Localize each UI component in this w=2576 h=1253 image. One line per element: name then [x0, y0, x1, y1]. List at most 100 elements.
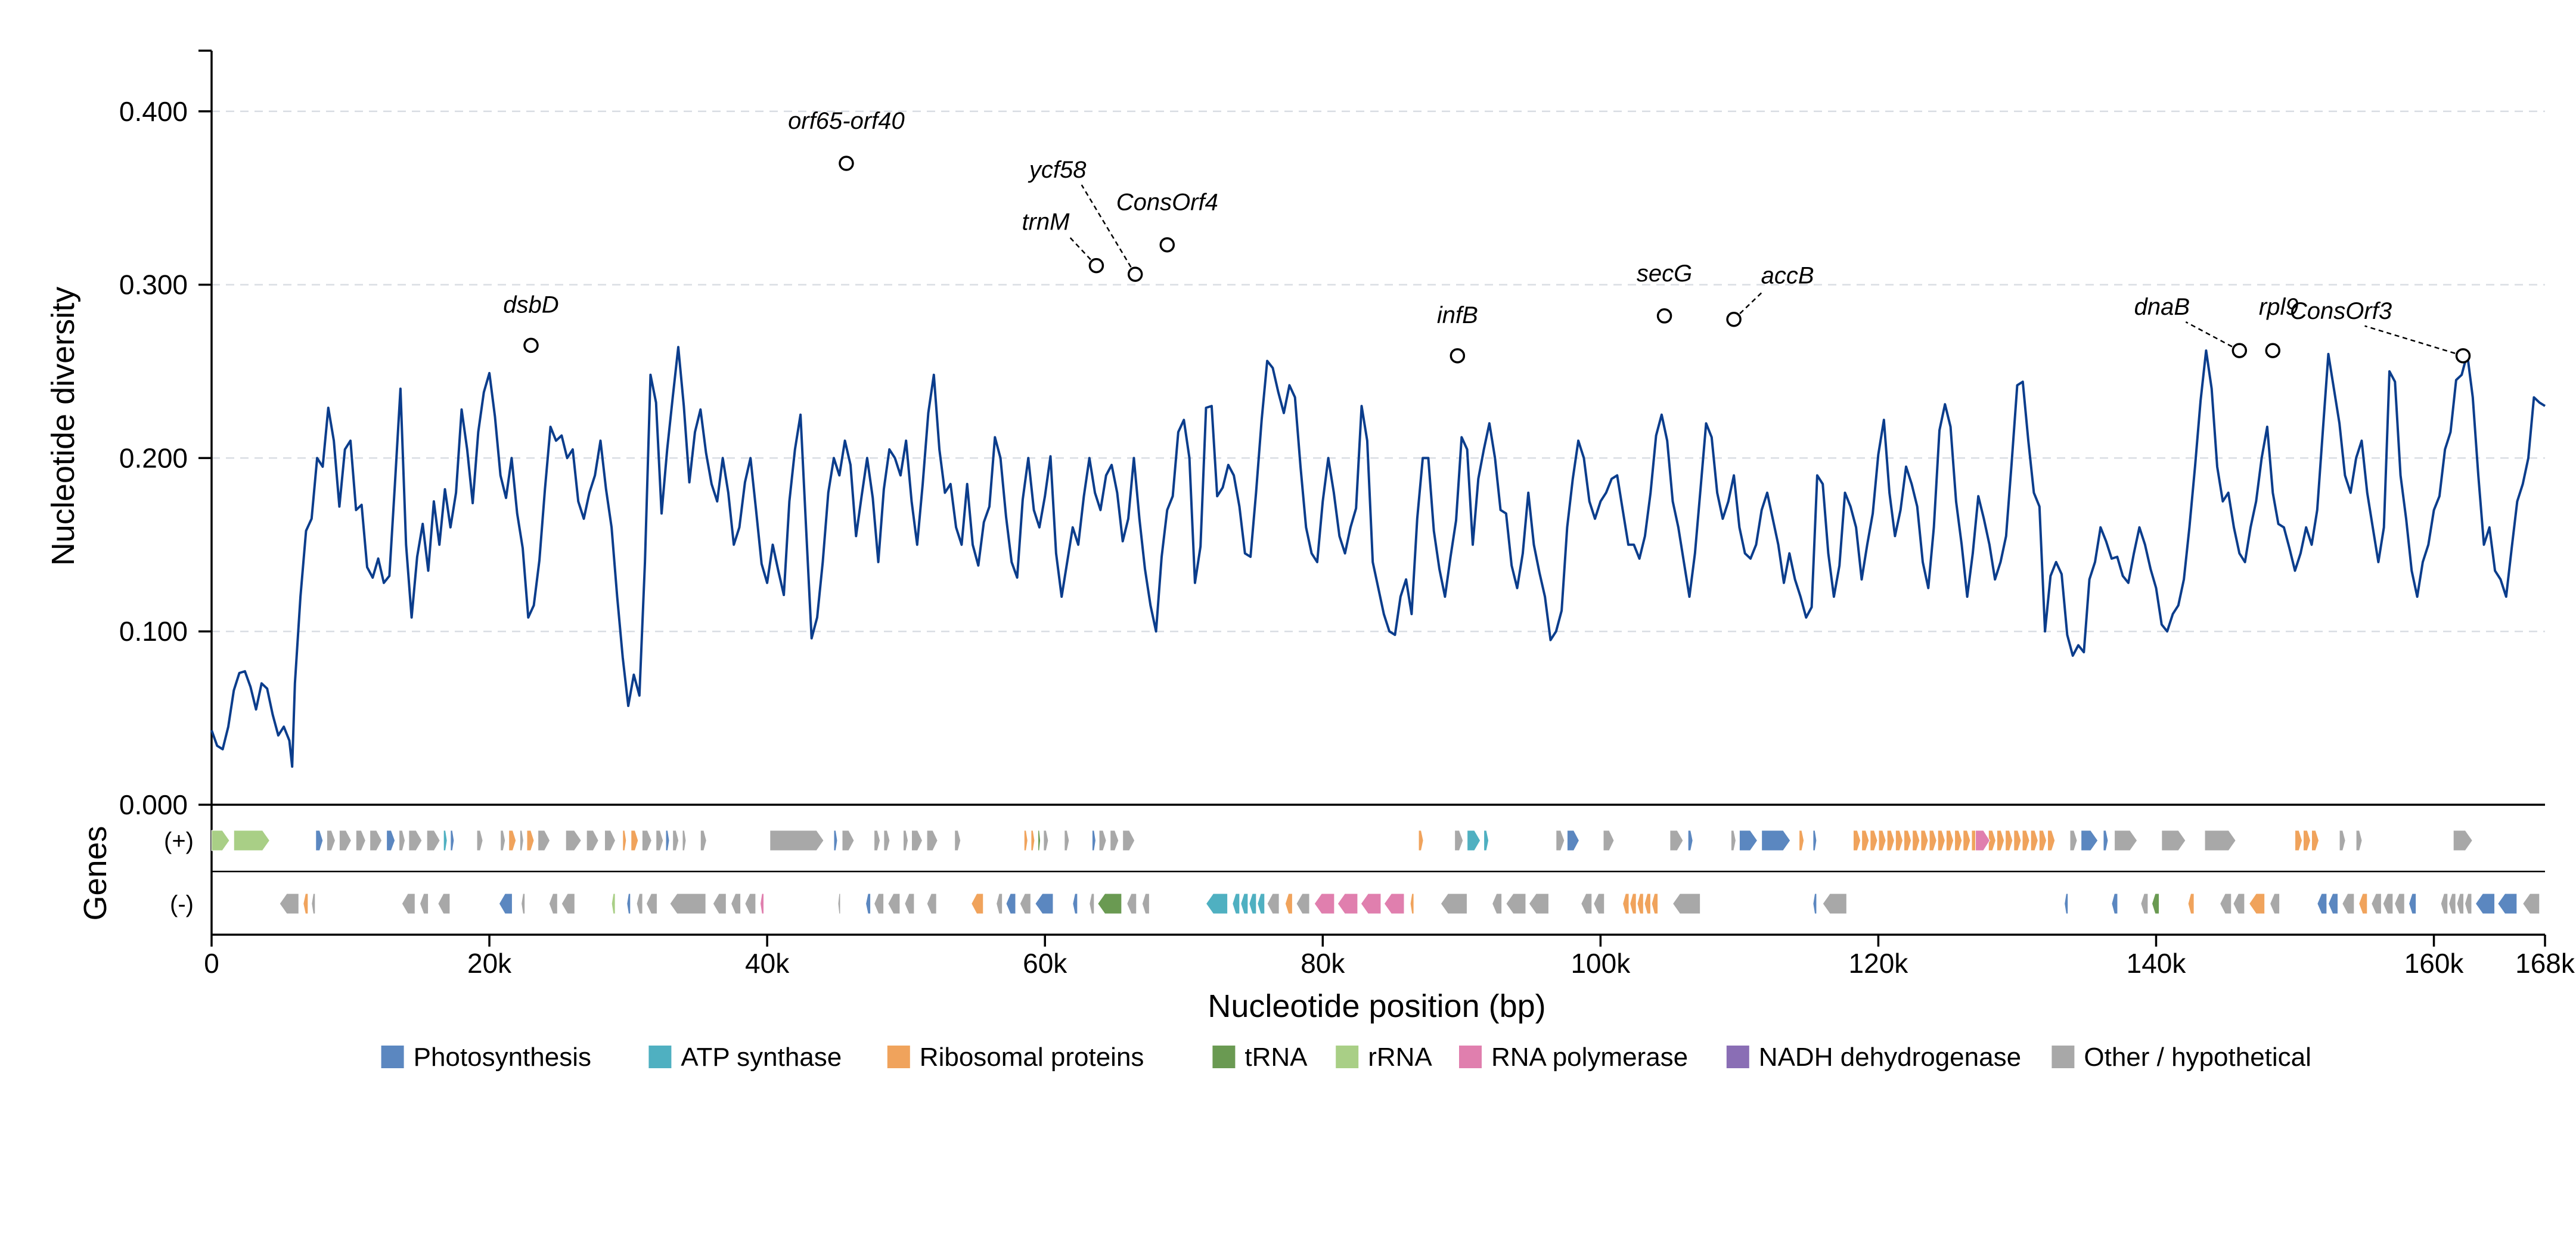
- gene-arrow: [1038, 830, 1041, 851]
- gene-arrow: [2270, 893, 2280, 914]
- gene-arrow: [1483, 830, 1489, 851]
- legend-label: Other / hypothetical: [2084, 1043, 2311, 1072]
- gene-arrow: [1005, 893, 1016, 914]
- gene-arrow: [1506, 893, 1526, 914]
- gene-arrow: [626, 893, 631, 914]
- y-tick-label: 0.200: [119, 442, 188, 473]
- legend: Photosynthesis ATP synthase Ribosomal prot…: [381, 1043, 2311, 1072]
- gene-arrow: [2448, 893, 2456, 914]
- gene-arrow: [420, 893, 429, 914]
- gene-arrow: [2382, 893, 2394, 914]
- gene-arrow: [1418, 830, 1424, 851]
- gene-arrow: [1031, 830, 1035, 851]
- gene-arrow: [1467, 830, 1481, 851]
- legend-swatch: [1726, 1046, 1749, 1068]
- peak-marker: [523, 337, 539, 353]
- gene-arrow: [1761, 830, 1791, 851]
- gene-arrow: [339, 830, 352, 851]
- gene-arrow: [656, 830, 664, 851]
- peak-marker: [2265, 343, 2280, 358]
- gene-arrow: [1383, 893, 1405, 914]
- peak-marker: [839, 156, 854, 171]
- peak-label: trnM: [1022, 209, 1070, 235]
- peak-marker: [1159, 237, 1175, 253]
- annotation-layer: dsbD orf65-orf40 trnM ycf58 ConsOrf4 infB secG…: [503, 108, 2471, 364]
- gene-arrow: [1954, 830, 1963, 851]
- gene-arrow: [538, 830, 551, 851]
- x-tick-label: 160k: [2404, 948, 2465, 979]
- gene-track: (+) (-): [164, 828, 2545, 917]
- gene-arrow: [636, 893, 643, 914]
- gene-arrow: [1110, 830, 1119, 851]
- gene-arrow: [2038, 830, 2047, 851]
- gene-arrow: [2371, 893, 2382, 914]
- gene-arrow: [1064, 830, 1070, 851]
- peak-label: ycf58: [1028, 157, 1087, 183]
- gene-arrow: [1337, 893, 1358, 914]
- y-tick-label: 0.400: [119, 96, 188, 127]
- legend-label: NADH dehydrogenase: [1759, 1043, 2021, 1072]
- gene-arrow: [1799, 830, 1805, 851]
- gene-arrow: [279, 893, 299, 914]
- gene-arrow: [1929, 830, 1937, 851]
- gene-arrow: [954, 830, 961, 851]
- gene-arrow: [1669, 830, 1684, 851]
- gene-arrow: [500, 830, 506, 851]
- gene-arrow: [1975, 830, 1991, 851]
- gene-arrow: [1296, 893, 1310, 914]
- gene-arrow: [1937, 830, 1945, 851]
- gene-arrow: [521, 893, 526, 914]
- gene-arrow: [833, 830, 838, 851]
- gene-arrow: [426, 830, 440, 851]
- gene-arrow: [1284, 893, 1293, 914]
- gene-arrow: [2358, 893, 2368, 914]
- gene-arrow: [759, 893, 764, 914]
- gene-arrow: [2005, 830, 2013, 851]
- x-tick-label: 100k: [1571, 948, 1631, 979]
- gene-arrow: [233, 830, 271, 851]
- gene-arrow: [622, 830, 627, 851]
- gene-arrow: [2081, 830, 2099, 851]
- gene-arrow: [2440, 893, 2448, 914]
- gene-arrow: [1822, 893, 1847, 914]
- legend-swatch: [1336, 1046, 1359, 1068]
- gene-arrow: [2204, 830, 2236, 851]
- gene-arrow: [2311, 830, 2320, 851]
- gene-arrow: [712, 893, 727, 914]
- annotation-leader: [1081, 184, 1136, 275]
- gene-arrow: [1637, 893, 1644, 914]
- gene-arrow: [1089, 893, 1095, 914]
- gene-arrow: [2497, 893, 2518, 914]
- gene-arrow: [370, 830, 383, 851]
- gene-arrow: [1861, 830, 1870, 851]
- y-axis-title: Nucleotide diversity: [45, 287, 81, 566]
- gene-arrow: [926, 893, 937, 914]
- gene-arrow: [2475, 893, 2496, 914]
- gene-arrow: [2103, 830, 2109, 851]
- gene-arrow: [1141, 893, 1150, 914]
- gene-arrow: [2111, 893, 2118, 914]
- gene-arrow: [565, 830, 582, 851]
- gene-arrow: [874, 893, 884, 914]
- gene-arrow: [303, 893, 309, 914]
- gene-arrow: [1963, 830, 1971, 851]
- gene-arrow: [1996, 830, 2005, 851]
- gene-arrow: [1812, 830, 1817, 851]
- legend-label: tRNA: [1244, 1043, 1308, 1072]
- gene-arrow: [326, 830, 336, 851]
- peak-marker: [1656, 308, 1672, 324]
- gene-arrow: [1730, 830, 1736, 851]
- gene-arrow: [2187, 893, 2195, 914]
- gene-arrow: [645, 893, 657, 914]
- legend-label: RNA polymerase: [1491, 1043, 1688, 1072]
- gene-arrow: [2522, 893, 2540, 914]
- gene-arrow: [665, 830, 670, 851]
- gene-arrow: [865, 893, 871, 914]
- peak-marker: [1127, 266, 1143, 282]
- x-tick-label: 168k: [2515, 948, 2575, 979]
- gene-arrow: [1098, 830, 1107, 851]
- gene-arrow: [1528, 893, 1549, 914]
- gene-arrow: [476, 830, 483, 851]
- x-tick-label: 140k: [2127, 948, 2187, 979]
